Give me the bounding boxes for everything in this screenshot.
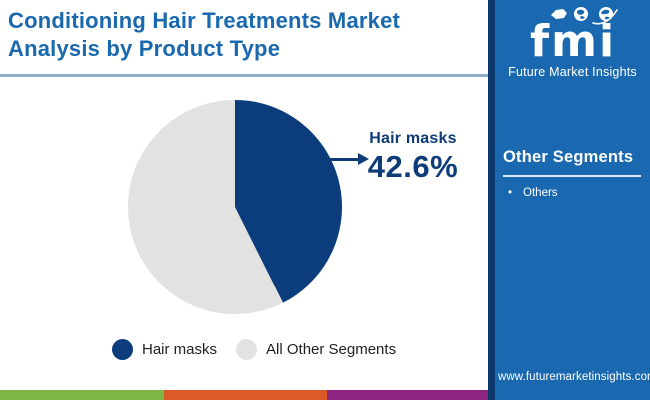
sidebar-list: • Others bbox=[503, 187, 642, 199]
pie-chart bbox=[128, 100, 342, 314]
chart-legend: Hair masks All Other Segments bbox=[112, 339, 396, 360]
other-segments-section: Other Segments • Others bbox=[503, 148, 642, 199]
footer-bar-purple bbox=[327, 390, 488, 400]
legend-label: All Other Segments bbox=[266, 341, 397, 358]
legend-item-all-other-segments: All Other Segments bbox=[236, 339, 396, 360]
callout-label: Hair masks bbox=[369, 130, 457, 147]
callout-value: 42.6% bbox=[367, 149, 459, 184]
callout-arrow bbox=[329, 158, 361, 161]
globe-icon bbox=[573, 7, 588, 21]
sidebar-list-item: • Others bbox=[503, 187, 642, 199]
sidebar-item-label: Others bbox=[523, 187, 558, 199]
logo-tagline: Future Market Insights bbox=[508, 65, 637, 79]
legend-item-hair-masks: Hair masks bbox=[112, 339, 217, 360]
map-icon bbox=[550, 9, 567, 19]
other-segments-heading: Other Segments bbox=[503, 148, 634, 166]
callout-arrowhead-icon bbox=[358, 153, 369, 165]
logo-wordmark: fmi bbox=[529, 16, 615, 62]
bullet-icon: • bbox=[508, 187, 513, 199]
pie-callout: Hair masks 42.6% bbox=[362, 130, 464, 185]
swoosh-icon bbox=[591, 9, 618, 25]
sidebar-divider bbox=[503, 175, 641, 177]
page-title: Conditioning Hair Treatments Market Anal… bbox=[8, 8, 401, 61]
footer-bar-orange bbox=[164, 390, 327, 400]
legend-swatch-hair-masks bbox=[112, 339, 133, 360]
fmi-logo: fmi Future Market Insights bbox=[495, 6, 650, 79]
globe-icon-2 bbox=[598, 7, 613, 21]
footer-bar-green bbox=[0, 390, 164, 400]
title-divider bbox=[0, 74, 488, 77]
sidebar: fmi Future Market Insights Other Segment… bbox=[488, 0, 650, 400]
fmi-logo-graphic: fmi bbox=[529, 7, 618, 67]
legend-label: Hair masks bbox=[142, 341, 218, 358]
legend-swatch-all-other-segments bbox=[236, 339, 258, 360]
website-url: www.futuremarketinsights.com bbox=[498, 371, 650, 383]
